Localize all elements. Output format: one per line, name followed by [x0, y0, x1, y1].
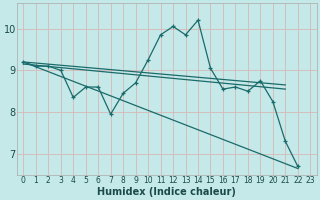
- X-axis label: Humidex (Indice chaleur): Humidex (Indice chaleur): [97, 187, 236, 197]
